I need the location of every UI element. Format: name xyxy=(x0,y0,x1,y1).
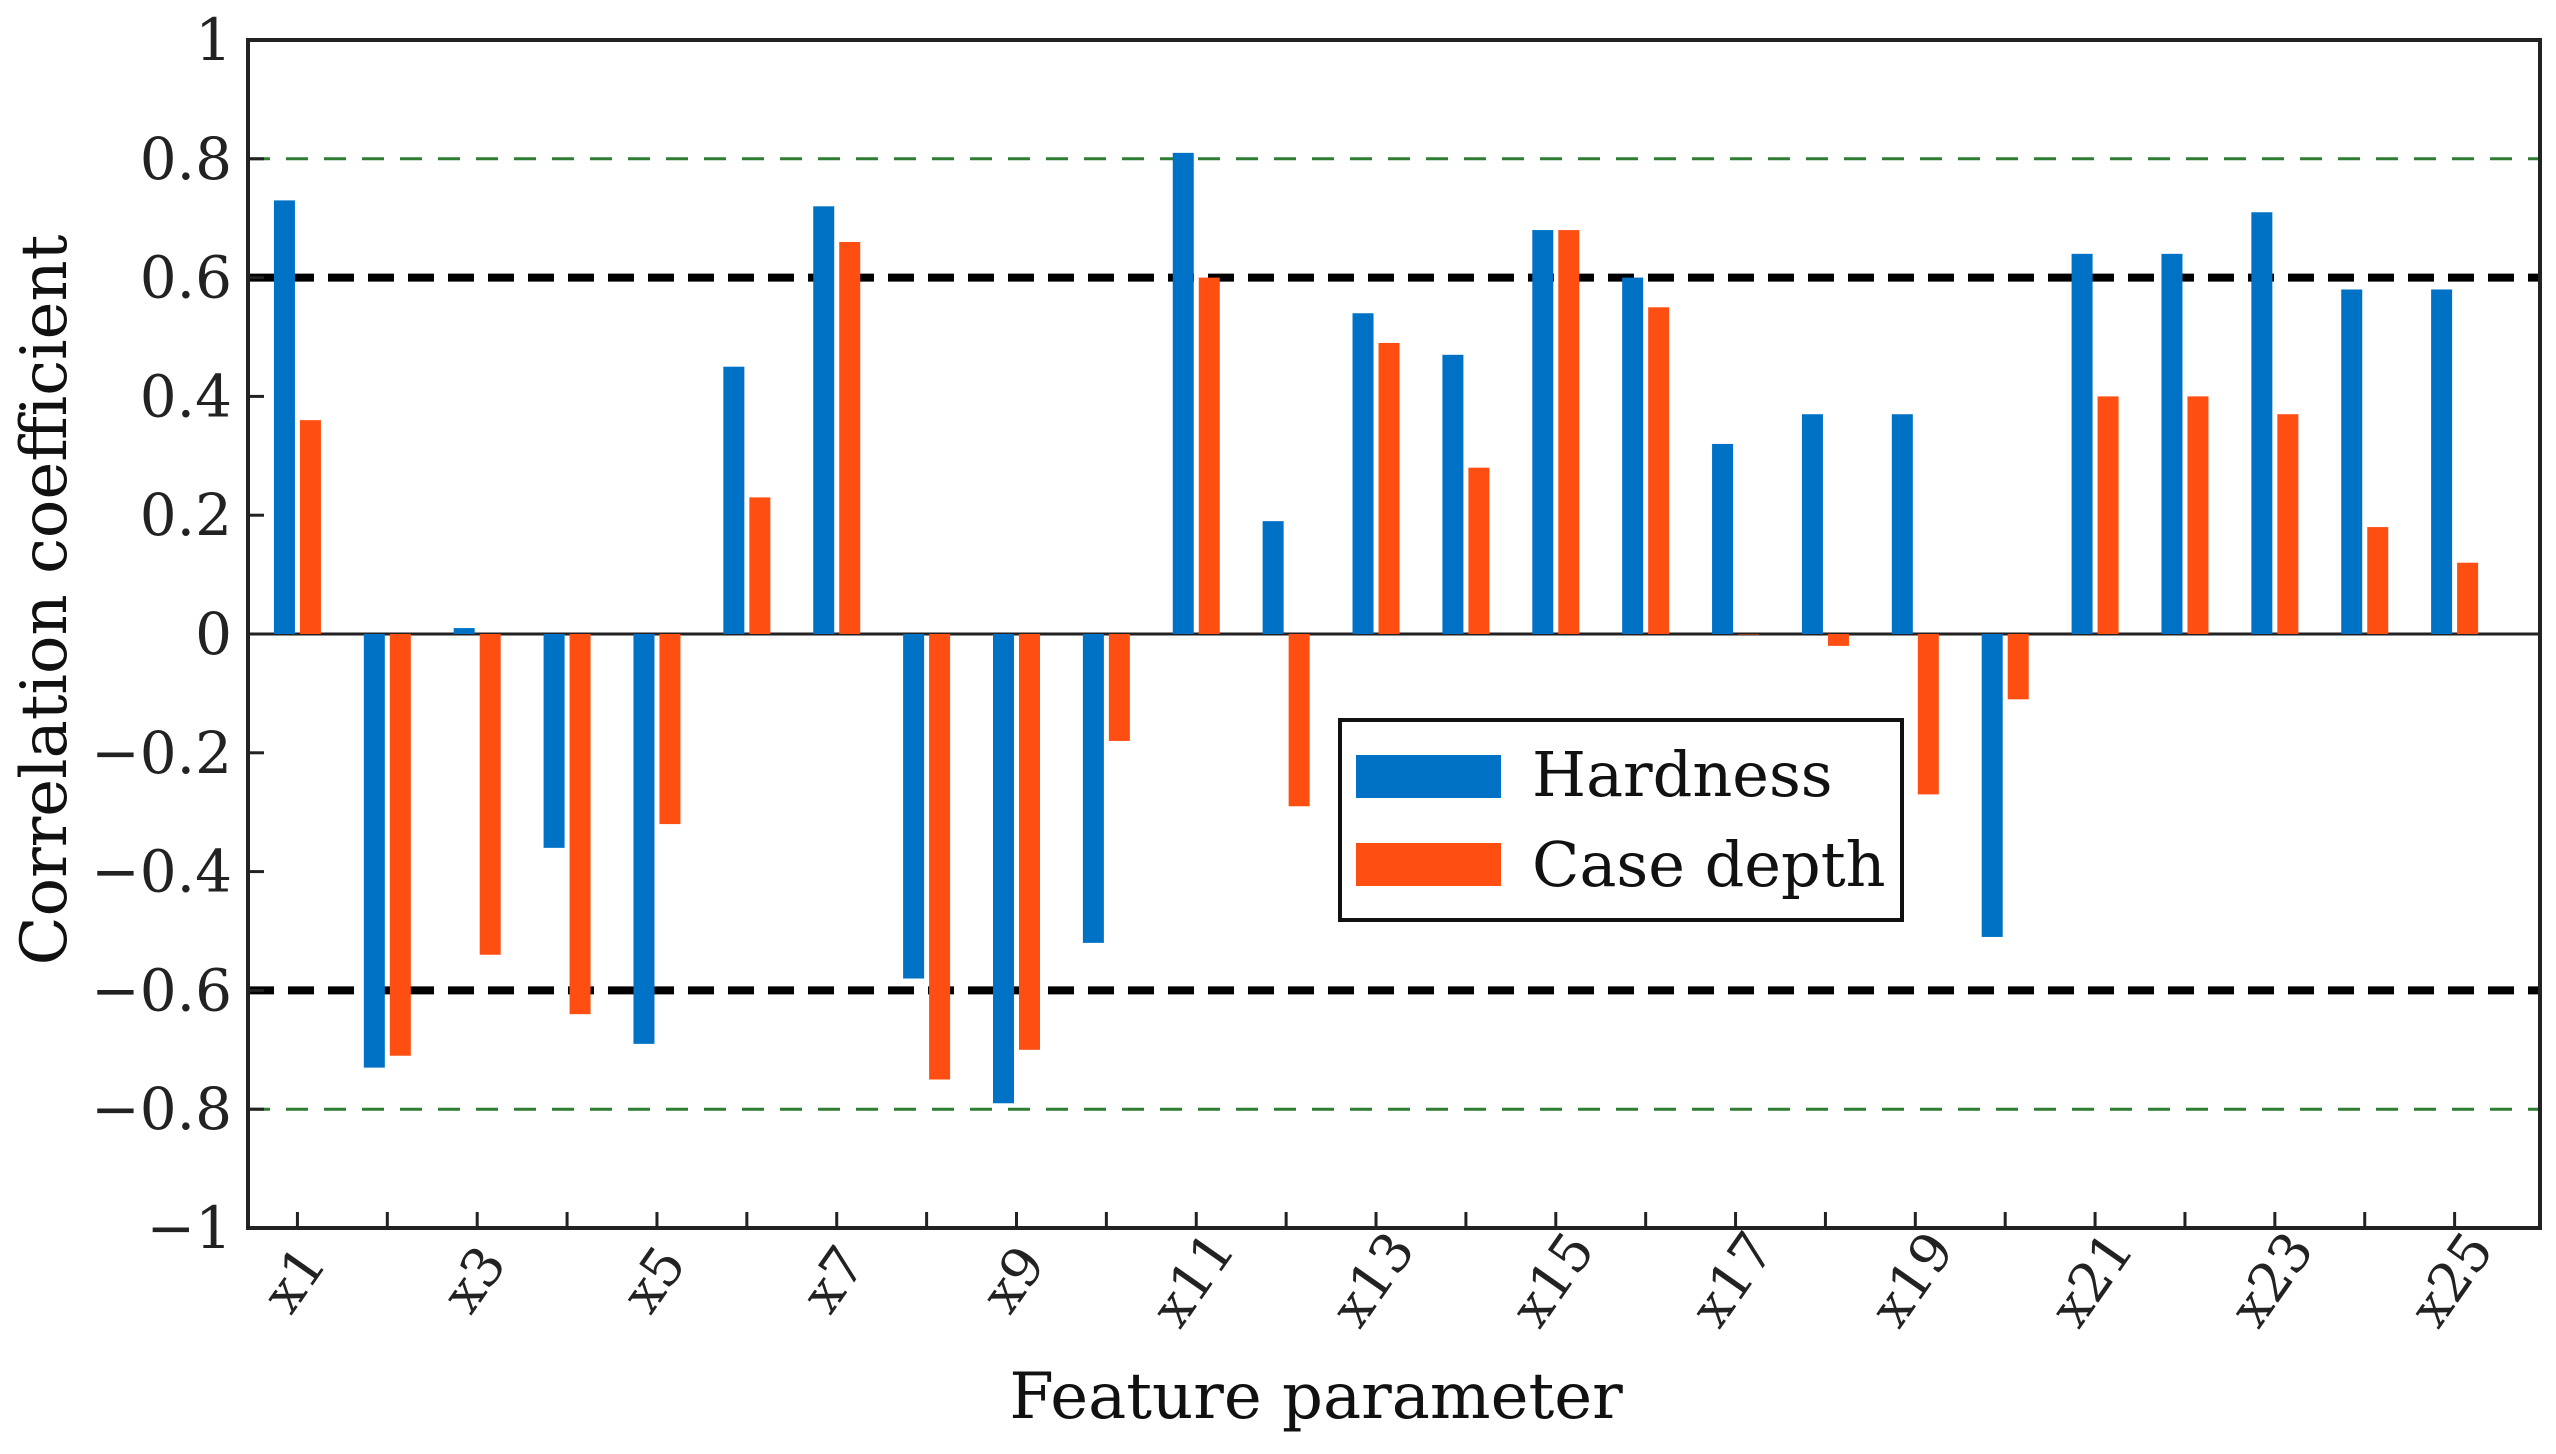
y-tick-label: 0.6 xyxy=(140,244,232,312)
bar-hardness-x7 xyxy=(813,206,835,634)
bar-hardness-x8 xyxy=(903,634,925,979)
bar-hardness-x11 xyxy=(1172,152,1194,635)
bar-case-depth-x18 xyxy=(1827,634,1849,646)
x-ticks: x1 x3 x5 x7 x9 x11 x13 x15 x17 x19 x21 x23 x25 xyxy=(250,1212,2506,1338)
x-tick-label-x7: x7 xyxy=(789,1235,878,1324)
bar-case-depth-x12 xyxy=(1288,634,1310,807)
y-tick-label: 0.4 xyxy=(140,362,232,430)
x-tick-label-x9: x9 xyxy=(969,1235,1058,1324)
bar-hardness-x9 xyxy=(992,634,1014,1104)
x-tick-label-x11: x11 xyxy=(1139,1221,1247,1338)
bar-hardness-x16 xyxy=(1622,277,1644,634)
x-tick-label-x25: x25 xyxy=(2397,1221,2505,1338)
x-tick-label-x23: x23 xyxy=(2217,1221,2325,1338)
bar-hardness-x18 xyxy=(1801,414,1823,634)
bar-hardness-x20 xyxy=(1981,634,2003,937)
bar-case-depth-x22 xyxy=(2187,396,2209,634)
y-ticks: 1 0.8 0.6 0.4 0.2 0 −0.2 −0.4 −0.6 −0.8 −1 xyxy=(91,6,264,1262)
bar-hardness-x13 xyxy=(1352,313,1374,634)
bar-hardness-x3 xyxy=(453,628,475,634)
bar-hardness-x1 xyxy=(273,200,295,634)
bar-hardness-x17 xyxy=(1712,443,1734,634)
x-tick-label-x19: x19 xyxy=(1858,1221,1966,1338)
bar-case-depth-x6 xyxy=(749,497,771,634)
x-tick-label-x1: x1 xyxy=(250,1235,339,1324)
x-tick-label-x21: x21 xyxy=(2038,1221,2146,1338)
bar-case-depth-x7 xyxy=(839,241,861,634)
bar-hardness-x6 xyxy=(723,366,745,634)
bar-hardness-x5 xyxy=(633,634,655,1044)
y-tick-label: 0.2 xyxy=(140,481,232,549)
bar-case-depth-x15 xyxy=(1558,230,1580,634)
reference-lines xyxy=(248,157,2540,1111)
bar-case-depth-x19 xyxy=(1917,634,1939,795)
bar-case-depth-x9 xyxy=(1018,634,1040,1050)
bar-case-depth-x5 xyxy=(659,634,681,825)
bar-case-depth-x3 xyxy=(479,634,501,955)
bar-case-depth-x4 xyxy=(569,634,591,1015)
legend-label-hardness: Hardness xyxy=(1532,738,1833,811)
bar-case-depth-x8 xyxy=(929,634,951,1080)
x-tick-label-x15: x15 xyxy=(1498,1221,1606,1338)
y-tick-label: −1 xyxy=(147,1194,233,1262)
y-tick-label: 0.8 xyxy=(140,125,232,193)
bar-hardness-x24 xyxy=(2341,289,2363,634)
bar-case-depth-x1 xyxy=(299,420,321,634)
bar-hardness-x19 xyxy=(1891,414,1913,634)
bar-hardness-x22 xyxy=(2161,253,2183,634)
legend-swatch-hardness xyxy=(1356,755,1501,798)
bar-case-depth-x16 xyxy=(1648,307,1670,634)
bar-hardness-x4 xyxy=(543,634,565,848)
x-tick-label-x3: x3 xyxy=(430,1235,519,1324)
bar-case-depth-x20 xyxy=(2007,634,2029,700)
bar-case-depth-x2 xyxy=(389,634,411,1056)
x-tick-label-x13: x13 xyxy=(1319,1221,1427,1338)
y-tick-label: 1 xyxy=(195,6,232,74)
bar-case-depth-x14 xyxy=(1468,467,1490,634)
legend: Hardness Case depth xyxy=(1338,718,1904,922)
bars xyxy=(273,152,2479,1104)
bar-hardness-x15 xyxy=(1532,230,1554,634)
x-tick-label-x5: x5 xyxy=(609,1235,698,1324)
bar-hardness-x21 xyxy=(2071,253,2093,634)
bar-hardness-x14 xyxy=(1442,354,1464,634)
bar-hardness-x25 xyxy=(2431,289,2453,634)
y-tick-label: −0.6 xyxy=(91,956,232,1024)
bar-hardness-x10 xyxy=(1082,634,1104,943)
bar-case-depth-x24 xyxy=(2367,527,2389,634)
bar-hardness-x2 xyxy=(363,634,385,1068)
y-axis-title: Correlation coefficient xyxy=(8,234,82,965)
y-tick-label: −0.4 xyxy=(91,838,232,906)
y-tick-label: −0.8 xyxy=(91,1075,232,1143)
bar-hardness-x23 xyxy=(2251,212,2273,634)
bar-case-depth-x10 xyxy=(1108,634,1130,741)
bar-case-depth-x21 xyxy=(2097,396,2119,634)
bar-hardness-x12 xyxy=(1262,521,1284,634)
x-axis-title: Feature parameter xyxy=(1009,1360,1623,1434)
bar-case-depth-x17 xyxy=(1738,634,1760,635)
bar-case-depth-x13 xyxy=(1378,342,1400,634)
legend-box xyxy=(1338,718,1904,922)
y-tick-label: −0.2 xyxy=(91,719,232,787)
legend-label-case-depth: Case depth xyxy=(1532,828,1886,901)
y-tick-label: 0 xyxy=(195,600,232,668)
x-tick-label-x17: x17 xyxy=(1678,1221,1786,1338)
bar-case-depth-x11 xyxy=(1198,277,1220,634)
bar-case-depth-x25 xyxy=(2457,562,2479,634)
legend-swatch-case-depth xyxy=(1356,843,1501,886)
bar-case-depth-x23 xyxy=(2277,414,2299,634)
